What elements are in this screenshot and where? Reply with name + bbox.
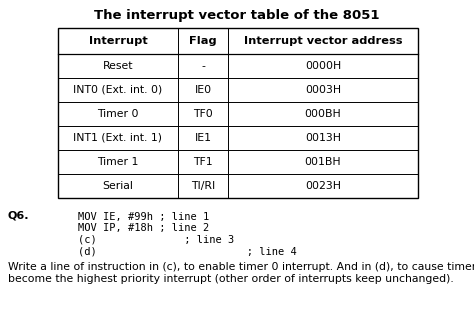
Text: TF0: TF0 — [193, 109, 213, 119]
Text: (d)                        ; line 4: (d) ; line 4 — [78, 246, 297, 256]
Text: TF1: TF1 — [193, 157, 213, 167]
Text: 001BH: 001BH — [305, 157, 341, 167]
Text: Timer 1: Timer 1 — [97, 157, 139, 167]
Bar — [58, 28, 418, 198]
Text: 0023H: 0023H — [305, 181, 341, 191]
Text: Write a line of instruction in (c), to enable timer 0 interrupt. And in (d), to : Write a line of instruction in (c), to e… — [8, 262, 474, 272]
Text: -: - — [201, 61, 205, 71]
Text: become the highest priority interrupt (other order of interrupts keep unchanged): become the highest priority interrupt (o… — [8, 274, 454, 284]
Text: The interrupt vector table of the 8051: The interrupt vector table of the 8051 — [94, 9, 380, 22]
Text: (c)              ; line 3: (c) ; line 3 — [78, 235, 234, 245]
Text: MOV IE, #99h ; line 1: MOV IE, #99h ; line 1 — [78, 212, 209, 222]
Text: Interrupt vector address: Interrupt vector address — [244, 36, 402, 46]
Text: IE0: IE0 — [194, 85, 211, 95]
Text: INT0 (Ext. int. 0): INT0 (Ext. int. 0) — [73, 85, 163, 95]
Text: 0003H: 0003H — [305, 85, 341, 95]
Text: 0013H: 0013H — [305, 133, 341, 143]
Text: 0000H: 0000H — [305, 61, 341, 71]
Text: Reset: Reset — [103, 61, 133, 71]
Text: MOV IP, #18h ; line 2: MOV IP, #18h ; line 2 — [78, 224, 209, 234]
Text: Timer 0: Timer 0 — [97, 109, 139, 119]
Text: TI/RI: TI/RI — [191, 181, 215, 191]
Text: Interrupt: Interrupt — [89, 36, 147, 46]
Text: Flag: Flag — [189, 36, 217, 46]
Text: INT1 (Ext. int. 1): INT1 (Ext. int. 1) — [73, 133, 163, 143]
Text: 000BH: 000BH — [305, 109, 341, 119]
Text: Q6.: Q6. — [8, 210, 29, 220]
Text: IE1: IE1 — [194, 133, 211, 143]
Text: Serial: Serial — [102, 181, 134, 191]
